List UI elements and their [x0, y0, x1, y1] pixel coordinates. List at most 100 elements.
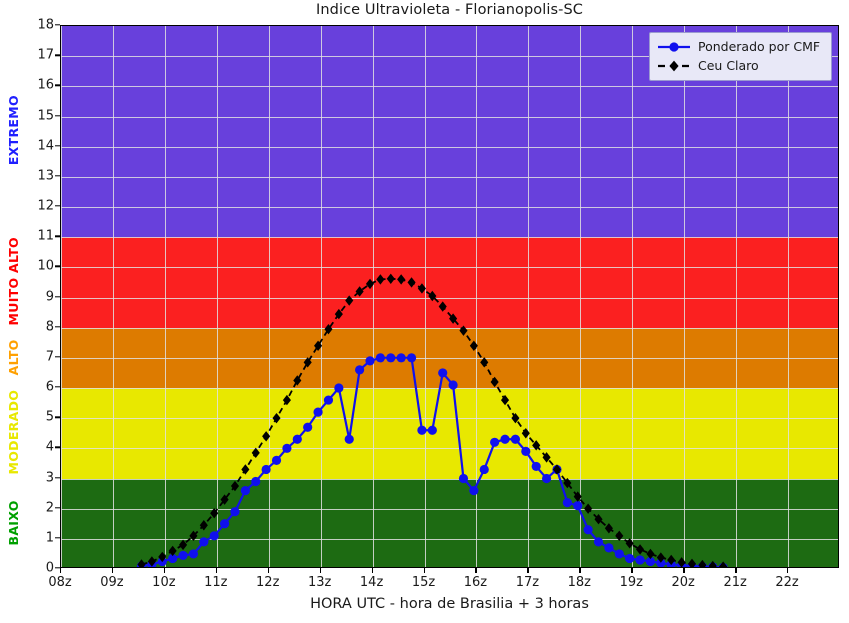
gridline-horizontal	[61, 508, 838, 510]
data-point-marker	[345, 295, 354, 306]
x-axis-tick-label: 20z	[671, 575, 695, 590]
gridline-horizontal	[61, 207, 838, 208]
gridline-horizontal	[61, 478, 838, 480]
y-axis-tick-label: 7	[45, 349, 54, 365]
series-ceu-claro	[137, 273, 728, 567]
y-axis-tick-label: 9	[45, 289, 54, 304]
data-point-marker	[344, 434, 354, 444]
data-point-marker	[251, 476, 261, 487]
x-axis-tick-mark	[787, 568, 789, 573]
data-point-marker	[636, 544, 645, 555]
data-point-marker	[449, 313, 458, 324]
data-point-marker	[563, 477, 572, 489]
data-point-marker	[604, 543, 614, 553]
gridline-horizontal	[61, 327, 838, 329]
data-point-marker	[480, 357, 489, 368]
data-point-marker	[521, 428, 530, 439]
data-point-marker	[604, 523, 613, 534]
x-axis-tick-label: 08z	[48, 575, 72, 590]
x-axis-tick-label: 22z	[775, 575, 799, 590]
data-point-marker	[219, 519, 230, 529]
y-axis-tick-label: 13	[37, 168, 54, 184]
y-axis-tick-mark	[55, 386, 60, 388]
x-axis-tick-mark	[683, 568, 685, 573]
data-point-marker	[334, 308, 343, 320]
data-point-marker	[562, 498, 572, 508]
gridline-vertical	[268, 26, 270, 567]
series-line	[141, 356, 724, 567]
uv-level-label-alto: ALTO	[6, 338, 21, 375]
legend-marker-ceu-claro	[658, 60, 690, 71]
data-point-marker	[406, 353, 417, 363]
data-point-marker	[407, 277, 416, 288]
data-point-marker	[158, 551, 167, 563]
data-point-marker	[355, 365, 365, 375]
data-point-marker	[137, 559, 146, 567]
gridline-vertical	[684, 26, 686, 567]
y-axis-tick-mark	[55, 506, 60, 509]
data-point-marker	[614, 549, 624, 559]
data-point-marker	[645, 556, 656, 567]
data-point-marker	[209, 531, 219, 541]
gridline-vertical	[112, 26, 114, 567]
legend-label: Ponderado por CMF	[698, 39, 821, 54]
y-axis-tick-mark	[55, 144, 60, 147]
data-point-marker	[469, 340, 478, 351]
data-point-marker	[625, 553, 635, 564]
data-point-marker	[396, 353, 406, 363]
plot-area	[60, 25, 839, 568]
x-axis-tick-label: 16z	[463, 575, 488, 590]
data-point-marker	[615, 530, 624, 542]
data-point-marker	[355, 286, 364, 297]
data-point-marker	[199, 520, 208, 531]
data-point-marker	[323, 395, 334, 405]
y-axis-tick-label: 3	[45, 470, 54, 485]
uv-level-label-extremo: EXTREMO	[6, 95, 21, 166]
data-point-marker	[376, 274, 385, 285]
y-axis-tick-mark	[55, 54, 60, 56]
gridline-horizontal	[61, 86, 838, 88]
x-axis-title: HORA UTC - hora de Brasilia + 3 horas	[310, 596, 589, 612]
legend-item[interactable]: Ponderado por CMF	[656, 37, 825, 56]
y-axis-tick-label: 11	[37, 228, 54, 244]
y-axis-tick-label: 12	[37, 198, 54, 214]
data-point-marker	[500, 394, 510, 406]
data-point-marker	[199, 537, 209, 547]
data-point-marker	[427, 425, 437, 435]
gridline-horizontal	[61, 267, 838, 269]
data-point-marker	[573, 501, 583, 511]
gridline-vertical	[61, 26, 62, 567]
x-axis-tick-mark	[371, 568, 373, 573]
gridline-vertical	[476, 26, 478, 567]
data-point-marker	[282, 394, 291, 406]
data-point-marker	[428, 290, 437, 302]
y-axis-tick-mark	[55, 537, 60, 539]
x-axis-tick-label: 18z	[567, 575, 592, 590]
y-axis-tick-label: 6	[45, 379, 54, 395]
data-point-marker	[178, 550, 188, 561]
gridline-horizontal	[61, 56, 838, 58]
y-axis-tick-mark	[55, 295, 60, 298]
uv-band-alto	[61, 327, 838, 388]
data-point-marker	[313, 407, 323, 417]
x-axis-tick-mark	[163, 568, 166, 573]
data-point-marker	[511, 412, 520, 424]
gridline-vertical	[788, 26, 790, 567]
legend-label: Ceu Claro	[698, 58, 759, 73]
gridline-horizontal	[61, 297, 838, 299]
y-axis-tick-mark	[55, 24, 60, 26]
data-point-marker	[698, 559, 707, 567]
data-point-marker	[251, 447, 260, 459]
gridline-horizontal	[61, 388, 838, 389]
data-point-marker	[593, 537, 604, 547]
x-axis-tick-label: 13z	[307, 575, 332, 590]
data-point-marker	[490, 437, 500, 447]
legend-item[interactable]: Ceu Claro	[656, 56, 825, 75]
data-point-marker	[230, 507, 240, 517]
data-point-marker	[677, 557, 686, 567]
data-point-marker	[521, 446, 531, 456]
data-point-marker	[458, 473, 469, 484]
uv-level-label-moderado: MODERADO	[6, 389, 21, 475]
data-point-marker	[438, 301, 447, 312]
